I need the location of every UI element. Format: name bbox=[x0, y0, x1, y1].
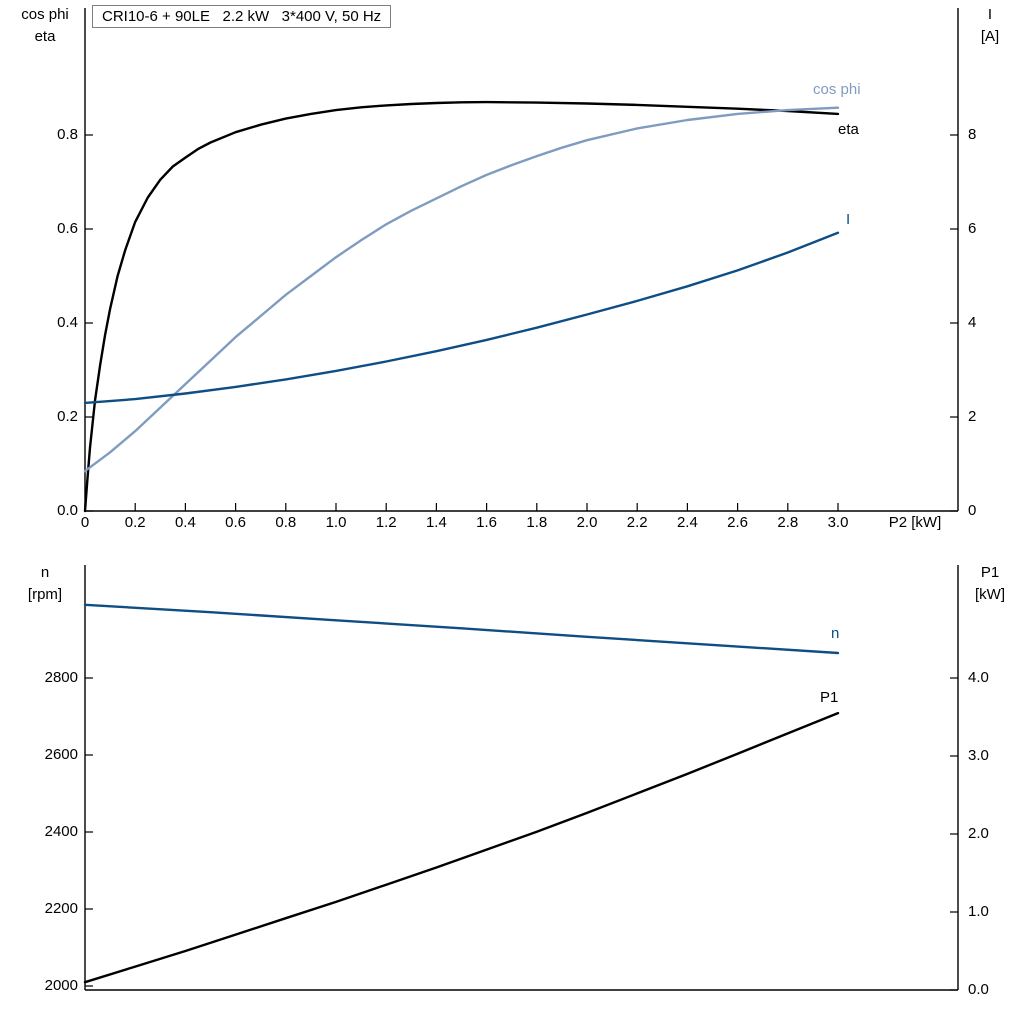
right-axis-header-line2: [A] bbox=[980, 28, 1000, 45]
x-tick-label: 2.6 bbox=[727, 514, 749, 531]
y-left-tick-label: 2200 bbox=[44, 900, 78, 917]
left-axis-header-line2: eta bbox=[34, 28, 56, 45]
x-tick-label: 0.2 bbox=[124, 514, 146, 531]
x-tick-label: 1.8 bbox=[526, 514, 548, 531]
current-curve-label: I bbox=[846, 211, 851, 228]
cos-phi-curve-label: cos phi bbox=[813, 81, 861, 98]
bottom-right-axis-header: P1 [kW] bbox=[962, 562, 1018, 606]
cos phi-curve bbox=[83, 106, 840, 473]
input-power-curve-label: P1 bbox=[820, 689, 839, 706]
x-tick-label: 0.4 bbox=[174, 514, 196, 531]
y-right-tick-label: 4.0 bbox=[968, 669, 989, 686]
x-tick-label: 2.2 bbox=[626, 514, 648, 531]
eta-curve-label: eta bbox=[838, 121, 859, 138]
I-curve bbox=[83, 231, 840, 405]
y-right-tick-label: 2 bbox=[968, 408, 977, 425]
x-tick-label: 2.0 bbox=[576, 514, 598, 531]
bottom-left-axis-header: n [rpm] bbox=[6, 562, 84, 606]
y-left-tick-label: 2400 bbox=[44, 823, 78, 840]
x-tick-label: 0 bbox=[80, 514, 90, 531]
y-right-tick-label: 6 bbox=[968, 220, 977, 237]
x-tick-label: 0.8 bbox=[275, 514, 297, 531]
left-axis-header-line1: cos phi bbox=[21, 6, 69, 23]
x-tick-label: 0.6 bbox=[225, 514, 247, 531]
top-right-axis-header: I [A] bbox=[962, 4, 1018, 48]
y-right-tick-label: 2.0 bbox=[968, 825, 989, 842]
x-tick-label: 1.6 bbox=[476, 514, 498, 531]
y-right-tick-label: 8 bbox=[968, 126, 977, 143]
y-right-tick-label: 3.0 bbox=[968, 747, 989, 764]
speed-curve-label: n bbox=[831, 625, 840, 642]
x-tick-label: 1.2 bbox=[375, 514, 397, 531]
y-left-tick-label: 0.6 bbox=[57, 220, 78, 237]
x-tick-label: 2.8 bbox=[777, 514, 799, 531]
x-tick-label: 1.4 bbox=[425, 514, 447, 531]
y-left-tick-label: 0.0 bbox=[57, 502, 78, 519]
y-right-tick-label: 1.0 bbox=[968, 903, 989, 920]
right-axis-header-line1: I bbox=[987, 6, 993, 23]
y-left-tick-label: 0.4 bbox=[57, 314, 78, 331]
x-tick-label: 1.0 bbox=[325, 514, 347, 531]
y-left-tick-label: 2600 bbox=[44, 746, 78, 763]
n-curve bbox=[83, 603, 840, 655]
y-right-tick-label: 4 bbox=[968, 314, 977, 331]
x-axis-unit-label: P2 [kW] bbox=[888, 514, 942, 531]
speed-axis-header-line2: [rpm] bbox=[27, 586, 63, 603]
chart-title-box: CRI10-6 + 90LE 2.2 kW 3*400 V, 50 Hz bbox=[92, 5, 392, 28]
y-left-tick-label: 2800 bbox=[44, 669, 78, 686]
y-right-tick-label: 0 bbox=[968, 502, 977, 519]
y-right-tick-label: 0.0 bbox=[968, 981, 989, 998]
power-axis-header-line1: P1 bbox=[980, 564, 1000, 581]
y-left-tick-label: 0.8 bbox=[57, 126, 78, 143]
power-axis-header-line2: [kW] bbox=[975, 586, 1005, 603]
P1-curve bbox=[83, 711, 840, 984]
x-tick-label: 3.0 bbox=[827, 514, 849, 531]
speed-axis-header-line1: n bbox=[40, 564, 50, 581]
top-left-axis-header: cos phi eta bbox=[6, 4, 84, 48]
y-left-tick-label: 0.2 bbox=[57, 408, 78, 425]
x-tick-label: 2.4 bbox=[676, 514, 698, 531]
y-left-tick-label: 2000 bbox=[44, 977, 78, 994]
eta-curve bbox=[83, 100, 840, 513]
